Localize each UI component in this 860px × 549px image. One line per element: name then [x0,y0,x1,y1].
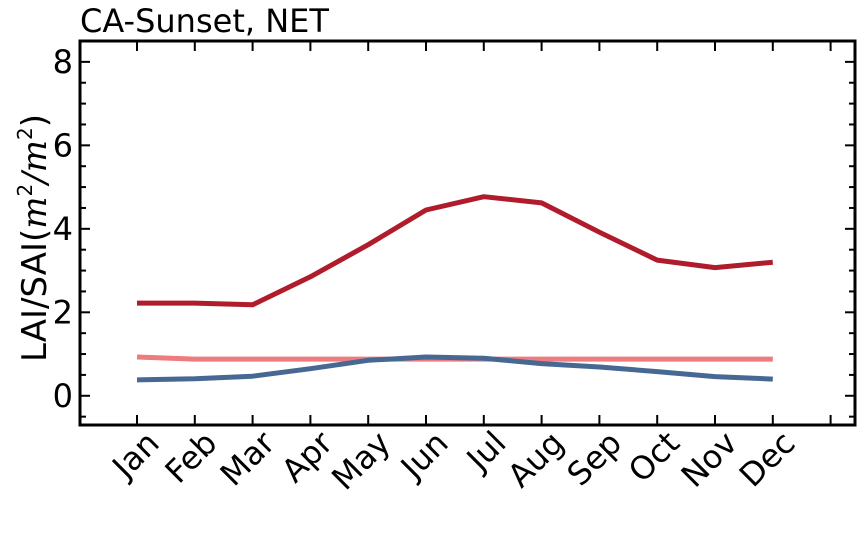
x-tick-label-feb: Feb [158,424,225,491]
y-tick-label: 6 [53,126,73,164]
x-tick-label-jan: Jan [103,424,166,487]
x-tick-label-may: May [324,424,398,498]
x-tick-label-dec: Dec [732,424,803,495]
y-tick-label: 8 [53,43,73,81]
y-tick-label: 2 [53,293,73,331]
x-tick-label-mar: Mar [213,423,283,493]
series-layer [136,194,774,383]
series-line-1 [137,194,774,308]
y-tick-label: 0 [53,377,73,415]
x-tick-label-sep: Sep [560,424,630,494]
y-axis-label: LAI/SAI(m2/m2) [13,114,55,362]
series-line-3 [136,354,773,383]
x-tick-label-nov: Nov [674,424,745,495]
x-tick-label-apr: Apr [274,423,341,490]
x-tick-label-oct: Oct [621,424,687,490]
x-tick-label-jun: Jun [392,424,456,488]
chart-title: CA-Sunset, NET [80,2,329,40]
y-tick-label: 4 [53,210,73,248]
plot-frame [78,39,857,427]
x-tick-label-aug: Aug [500,424,571,495]
